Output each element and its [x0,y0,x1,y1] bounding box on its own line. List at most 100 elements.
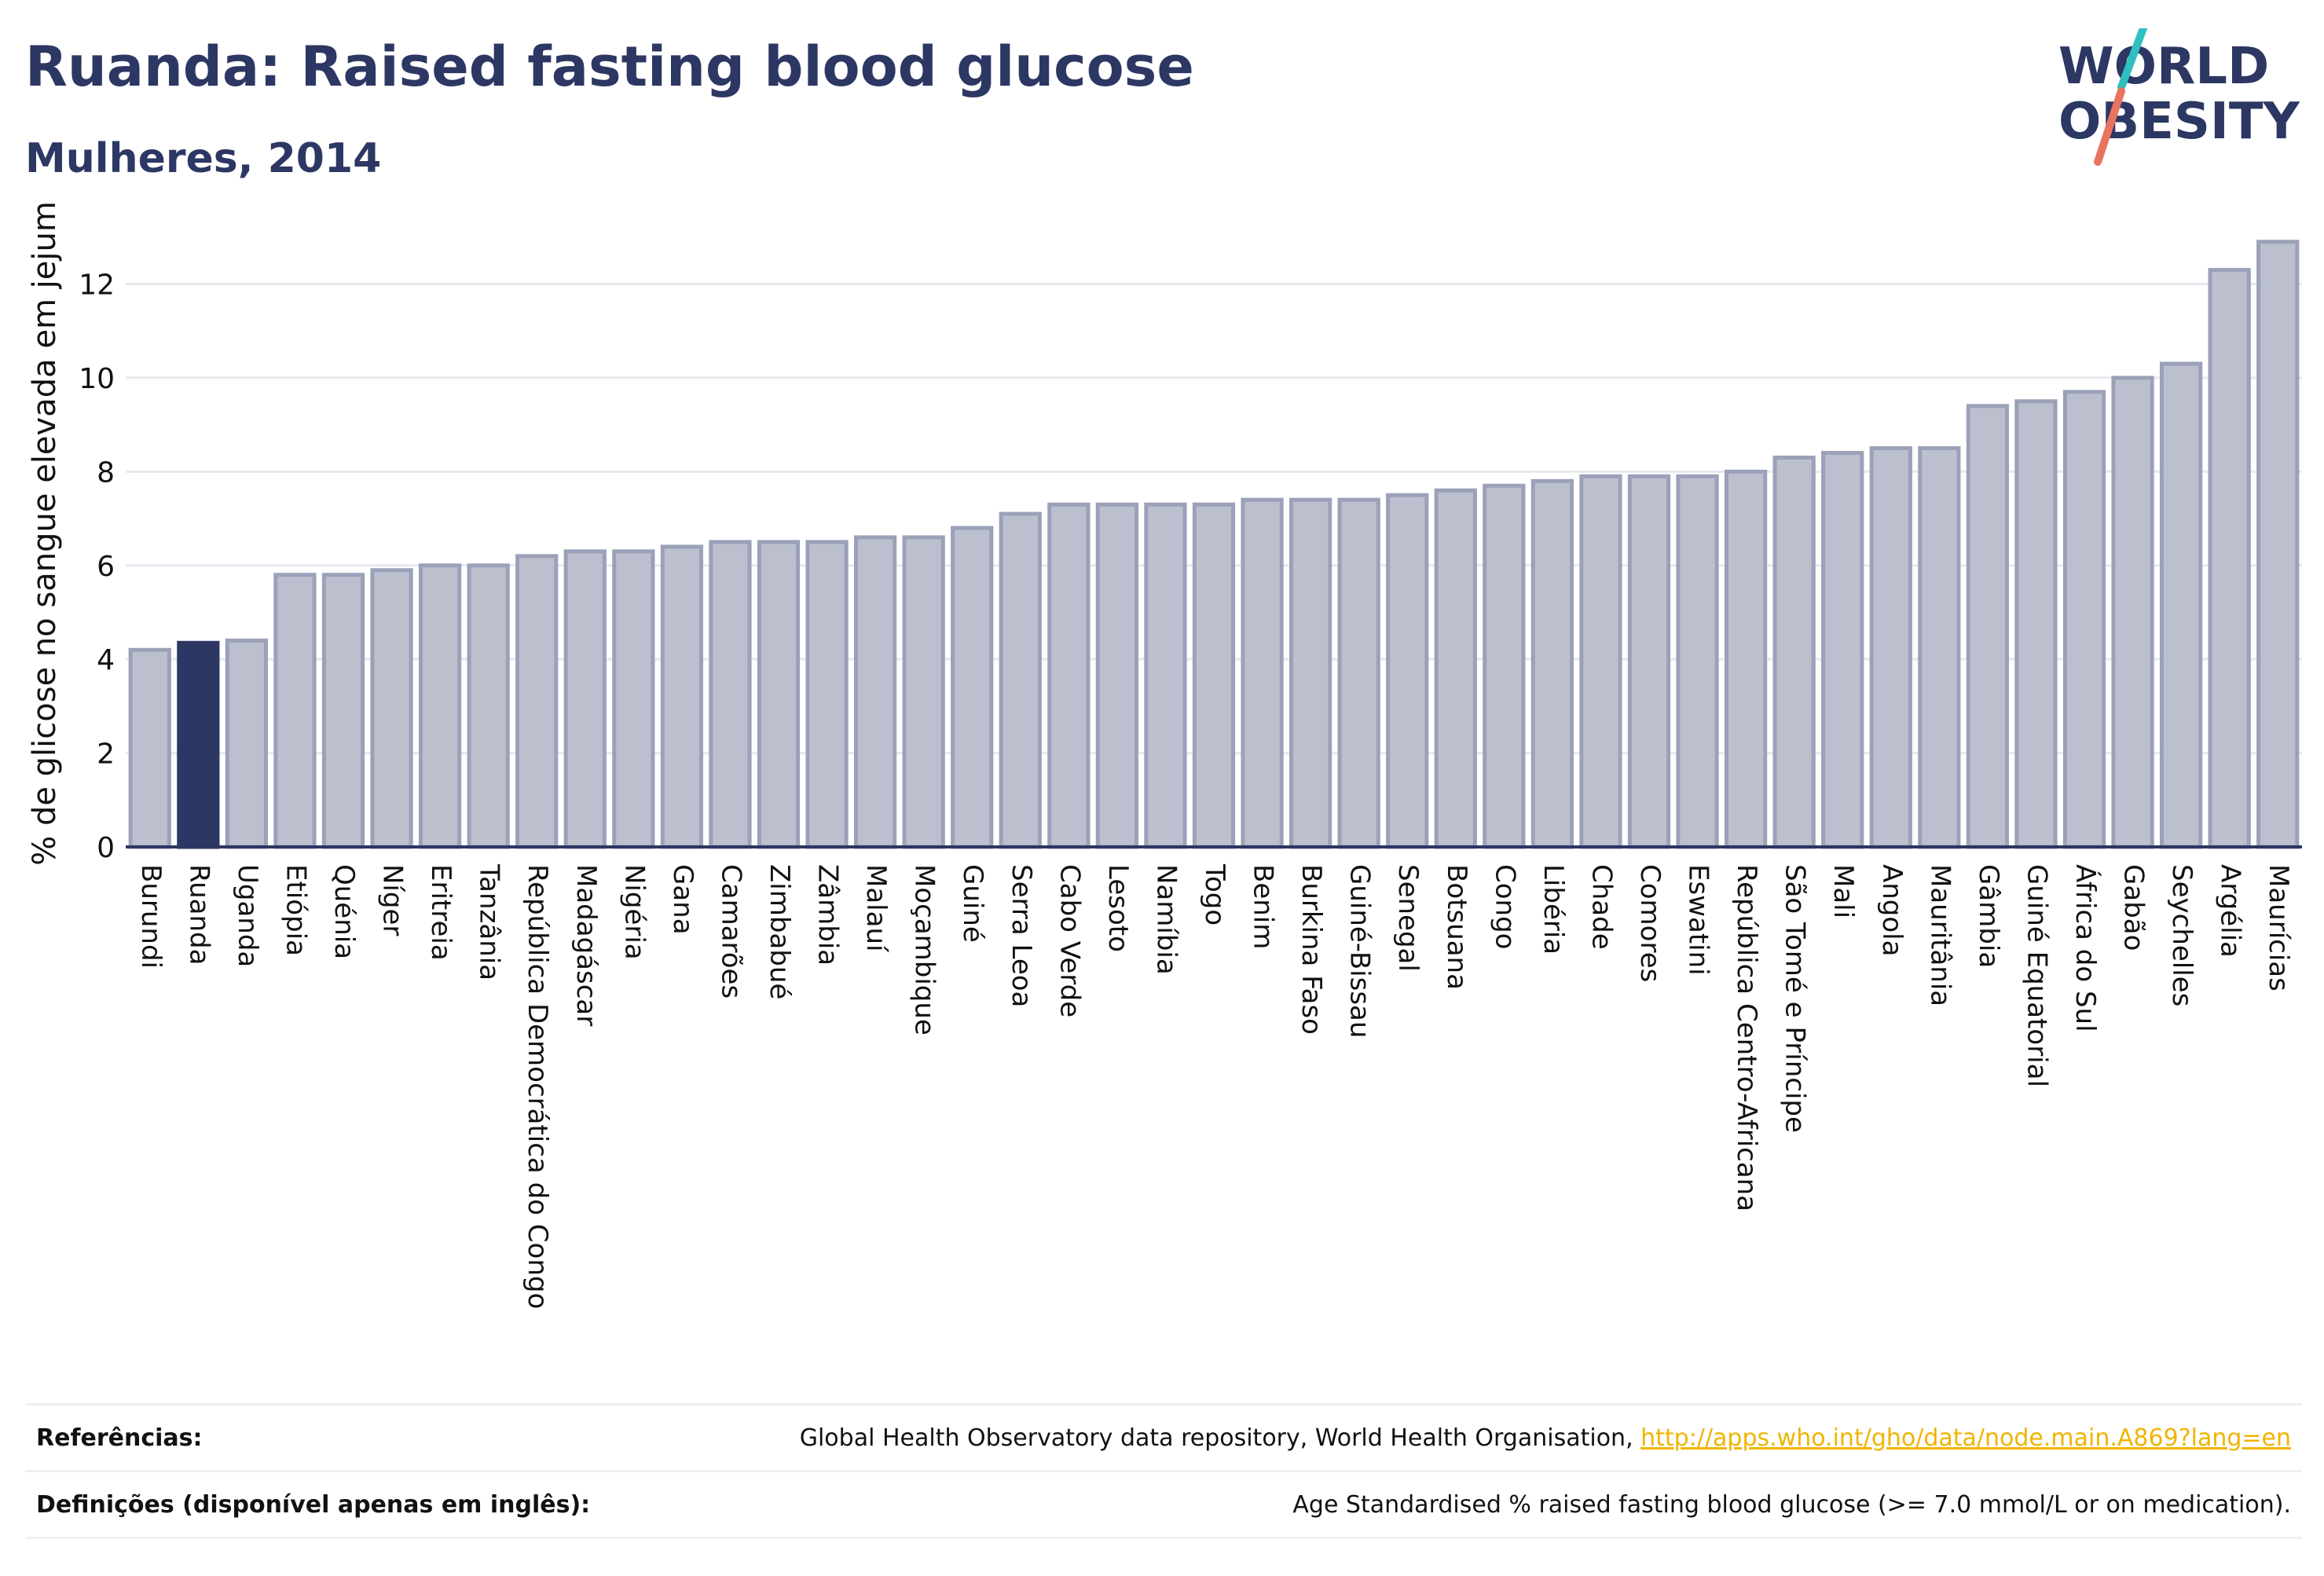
x-tick-label: Camarões [715,864,746,999]
bar[interactable] [1483,483,1526,849]
x-tick-label: República Centro-Africana [1731,864,1762,1211]
bar[interactable] [999,511,1042,849]
bar[interactable] [1772,455,1816,849]
bar[interactable] [370,568,413,849]
bar[interactable] [1192,502,1236,849]
y-tick-label: 12 [79,269,115,302]
bar[interactable] [1869,445,1912,849]
x-tick-label: Namíbia [1150,864,1182,975]
bar[interactable] [660,544,704,849]
bar[interactable] [1918,445,1961,849]
bar[interactable] [1144,502,1187,849]
y-tick-labels: 0 2 4 6 8 10 12 [79,269,115,864]
x-tick-label: África do Sul [2069,864,2102,1032]
x-tick-label: Quénia [328,864,360,959]
logo-slash-teal [2117,28,2147,91]
y-tick-label: 2 [97,739,115,771]
bar[interactable] [1241,497,1284,849]
bar[interactable] [273,573,317,849]
x-tick-label: Nigéria [618,864,650,960]
x-tick-label: Mali [1827,864,1859,918]
x-tick-label: Gâmbia [1973,864,2004,968]
bar[interactable] [418,563,462,849]
x-tick-label: Uganda [232,864,263,967]
bar-chart: 0 2 4 6 8 10 12 Burundi Ruanda Uganda Etiópia Quén… [27,201,2302,1309]
x-tick-label: São Tomé e Príncipe [1780,864,1811,1133]
x-tick-label: Moçambique [909,864,940,1035]
bar[interactable] [1821,450,1864,849]
y-axis-label: % de glicose no sangue elevada em jejum [27,201,63,866]
x-tick-label: Burkina Faso [1296,864,1327,1035]
bar[interactable] [1724,469,1768,849]
chart-subtitle: Mulheres, 2014 [25,135,382,182]
world-obesity-logo: WORLD OBESITY [2058,28,2300,166]
bar-highlighted[interactable] [177,640,220,849]
y-tick-label: 8 [97,456,115,489]
x-tick-label: Madagáscar [570,864,602,1026]
bar[interactable] [1386,493,1429,849]
bar[interactable] [128,647,171,849]
bar[interactable] [2256,240,2300,849]
x-tick-label: Ruanda [183,864,214,965]
bar[interactable] [321,573,365,849]
references-link[interactable]: http://apps.who.int/gho/data/node.main.A… [1640,1424,2291,1452]
x-tick-label: Seychelles [2166,864,2198,1006]
bar[interactable] [757,540,801,849]
x-tick-label: Senegal [1392,864,1424,972]
definitions-text: Age Standardised % raised fasting blood … [1292,1490,2291,1519]
bar[interactable] [1627,474,1671,849]
bar[interactable] [1434,488,1477,849]
footer: Referências: Global Health Observatory d… [25,1403,2302,1539]
bar[interactable] [563,549,607,849]
bar[interactable] [853,535,897,849]
x-tick-label: Guiné Equatorial [2021,864,2052,1087]
bar[interactable] [805,540,849,849]
x-tick-label: República Democrática do Congo [522,864,553,1309]
x-tick-label: Malauí [860,864,892,953]
references-text: Global Health Observatory data repositor… [799,1424,1641,1452]
x-tick-label: Eritreia [425,864,456,961]
bar[interactable] [1095,502,1139,849]
bar[interactable] [2208,268,2251,849]
footer-definitions-row: Definições (disponível apenas em inglês)… [25,1470,2302,1539]
bar[interactable] [1676,474,1719,849]
bar[interactable] [467,563,510,849]
bar[interactable] [1288,497,1332,849]
bars [128,240,2300,849]
x-tick-label: Libéria [1538,864,1569,955]
bar[interactable] [225,638,269,849]
x-tick-label: Guiné-Bissau [1344,864,1376,1038]
x-tick-label: Botsuana [1441,864,1472,990]
x-tick-label: Lesoto [1102,864,1134,952]
bar[interactable] [1337,497,1380,849]
logo-text-obesity: OBESITY [2058,93,2300,151]
x-tick-label: Gana [667,864,698,935]
references-value: Global Health Observatory data repositor… [800,1424,2302,1452]
bar[interactable] [612,549,655,849]
bar[interactable] [2111,376,2154,849]
x-tick-labels: Burundi Ruanda Uganda Etiópia Quénia Níger Eri… [135,863,2294,1309]
bar[interactable] [902,535,945,849]
footer-references-row: Referências: Global Health Observatory d… [25,1403,2302,1470]
x-tick-label: Comores [1634,864,1666,982]
bar[interactable] [2159,361,2203,849]
bar[interactable] [2014,399,2058,849]
x-tick-label: Congo [1489,864,1520,949]
x-tick-label: Angola [1876,864,1908,956]
bar[interactable] [1530,478,1574,849]
logo-text-world: WORLD [2058,38,2269,96]
x-tick-label: Argélia [2215,864,2246,958]
bar[interactable] [709,540,752,849]
x-tick-label: Níger [377,864,409,936]
bar[interactable] [951,526,994,849]
y-tick-label: 4 [97,644,115,676]
bar[interactable] [1966,404,2010,849]
x-tick-label: Zimbabué [764,864,795,999]
x-tick-label: Serra Leoa [1006,864,1037,1007]
bar[interactable] [2062,390,2106,849]
logo-slash-coral [2094,87,2125,166]
references-label: Referências: [36,1424,203,1452]
bar[interactable] [1579,474,1622,849]
bar[interactable] [515,554,559,849]
bar[interactable] [1047,502,1091,849]
